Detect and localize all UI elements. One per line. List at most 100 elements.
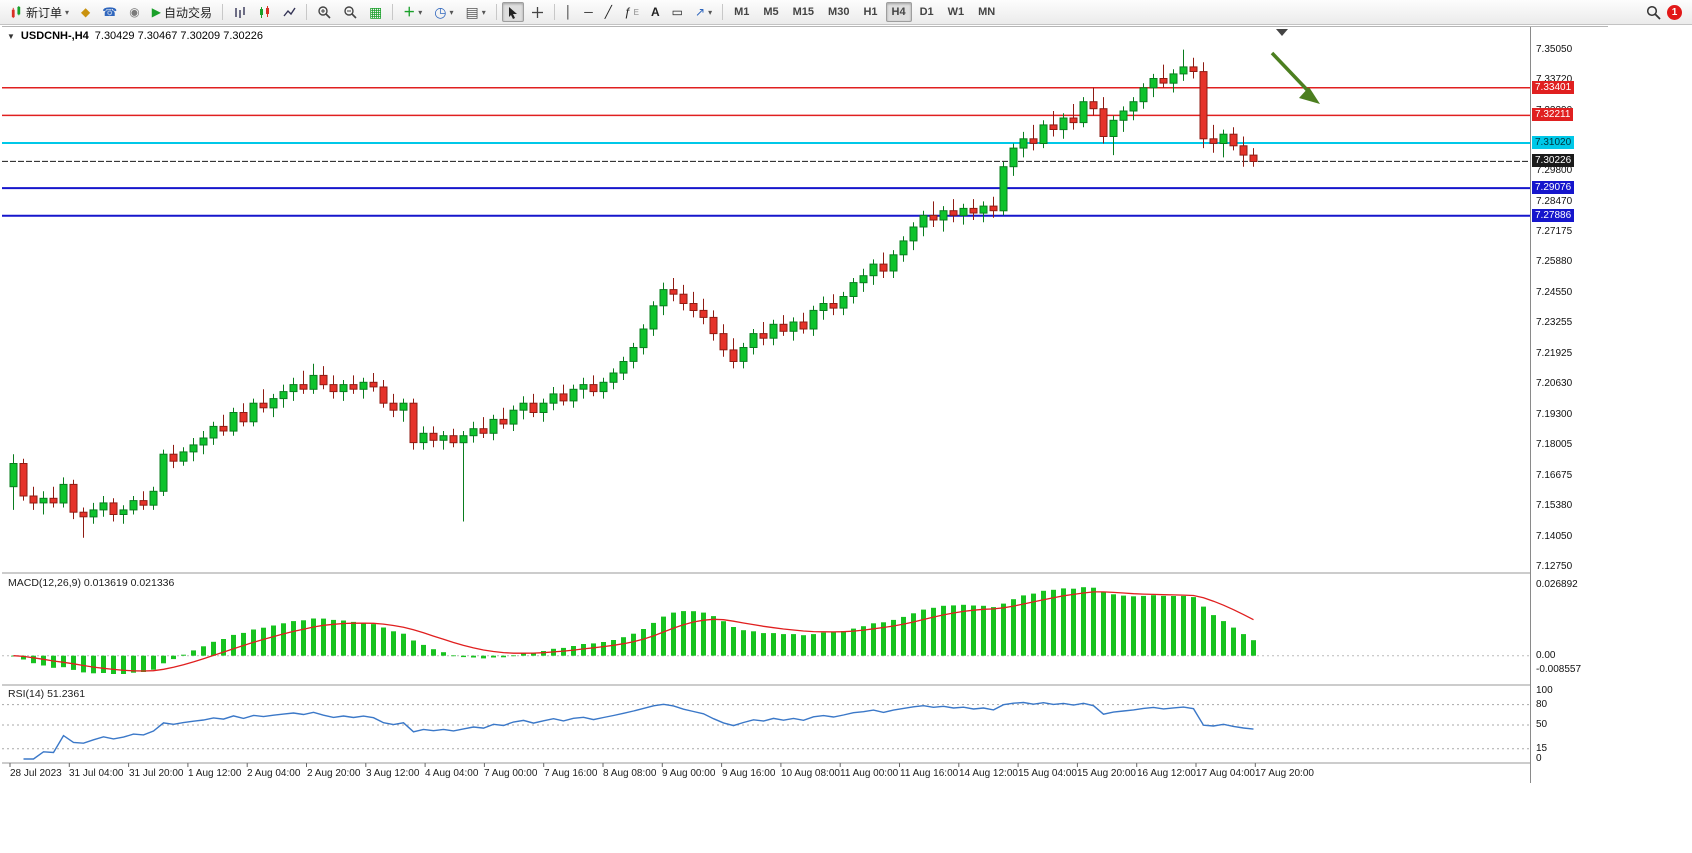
period-button[interactable]: ◷ ▾ xyxy=(429,2,458,22)
macd-bar xyxy=(511,655,516,657)
text-label-button[interactable]: ▭ xyxy=(667,2,688,22)
macd-bar xyxy=(171,655,176,660)
toolbar-separator xyxy=(553,4,555,20)
macd-bar xyxy=(681,611,686,656)
time-axis-label: 2 Aug 20:00 xyxy=(307,768,361,779)
trendline-icon: ╱ xyxy=(604,5,612,19)
macd-bar xyxy=(1241,634,1246,656)
time-axis-label: 10 Aug 08:00 xyxy=(781,768,840,779)
new-order-button[interactable]: 新订单 ▾ xyxy=(5,2,74,22)
macd-bar xyxy=(691,611,696,656)
trendline-button[interactable]: ╱ xyxy=(600,2,617,22)
timeframe-d1-button[interactable]: D1 xyxy=(914,2,940,22)
trend-arrow-annotation[interactable] xyxy=(1270,51,1320,104)
timeframe-m5-button[interactable]: M5 xyxy=(757,2,784,22)
time-axis-label: 31 Jul 20:00 xyxy=(129,768,184,779)
macd-bar xyxy=(821,632,826,656)
arrow-tools-button[interactable]: ↗ ▾ xyxy=(690,2,717,22)
metaeditor-button[interactable]: ◆ xyxy=(76,2,95,22)
price-axis-label: 7.29800 xyxy=(1536,165,1573,176)
add-indicator-button[interactable]: ＋ ▾ xyxy=(398,2,427,22)
macd-bar xyxy=(111,655,116,674)
cursor-button[interactable] xyxy=(501,2,524,22)
time-axis-label: 1 Aug 12:00 xyxy=(188,768,242,779)
timeframe-h1-button[interactable]: H1 xyxy=(857,2,883,22)
timeframe-mn-button[interactable]: MN xyxy=(972,2,1001,22)
time-axis-label: 16 Aug 12:00 xyxy=(1137,768,1196,779)
time-axis[interactable]: 28 Jul 2023 31 Jul 04:00 31 Jul 20:00 1 Aug… xyxy=(2,768,1530,783)
tile-windows-button[interactable]: ▦ xyxy=(364,2,387,22)
macd-bar xyxy=(921,609,926,656)
live-support-button[interactable]: ☎ xyxy=(97,2,122,22)
zoom-in-button[interactable] xyxy=(312,2,336,22)
community-icon: ◉ xyxy=(129,5,140,19)
macd-bar xyxy=(431,649,436,656)
notification-badge[interactable]: 1 xyxy=(1667,4,1682,20)
price-badge-7.27886: 7.27886 xyxy=(1532,209,1575,222)
timeframe-m30-button[interactable]: M30 xyxy=(822,2,855,22)
one-click-trading-toggle[interactable]: ▼ xyxy=(7,31,15,41)
timeframe-m1-button[interactable]: M1 xyxy=(728,2,755,22)
toolbar-separator xyxy=(305,4,307,20)
rsi-axis-label: 50 xyxy=(1536,719,1548,730)
macd-bar xyxy=(1111,594,1116,656)
macd-axis-min-label: -0.008557 xyxy=(1536,664,1582,675)
macd-bar xyxy=(1131,596,1136,656)
macd-axis-zero-label: 0.00 xyxy=(1536,650,1556,661)
macd-bar xyxy=(1251,640,1256,656)
time-axis-label: 7 Aug 16:00 xyxy=(544,768,598,779)
timeframe-w1-button[interactable]: W1 xyxy=(942,2,971,22)
macd-bar xyxy=(961,604,966,656)
chart-area[interactable]: ▼ USDCNH-,H4 7.30429 7.30467 7.30209 7.3… xyxy=(2,26,1608,786)
macd-bar xyxy=(651,622,656,656)
price-axis-label: 7.16675 xyxy=(1536,470,1573,481)
macd-bar xyxy=(201,646,206,656)
horizontal-line-button[interactable]: ─ xyxy=(579,2,598,22)
macd-bar xyxy=(241,632,246,656)
zoom-out-button[interactable] xyxy=(338,2,362,22)
vertical-line-button[interactable]: │ xyxy=(560,2,578,22)
toolbar-separator xyxy=(722,4,724,20)
macd-bar xyxy=(31,655,36,664)
macd-bar xyxy=(1191,597,1196,656)
current-price-badge: 7.30226 xyxy=(1532,154,1575,167)
chart-canvas[interactable] xyxy=(2,27,1530,783)
macd-bar xyxy=(211,641,216,656)
macd-bar xyxy=(871,623,876,656)
macd-bar xyxy=(371,624,376,656)
text-label-icon: ▭ xyxy=(671,5,683,19)
macd-bar xyxy=(731,627,736,656)
macd-bar xyxy=(421,644,426,656)
macd-bar xyxy=(41,655,46,666)
macd-bar xyxy=(361,622,366,656)
support-icon: ☎ xyxy=(102,5,118,19)
rsi-axis-label: 0 xyxy=(1536,753,1542,764)
line-chart-button[interactable] xyxy=(278,2,301,22)
macd-bar xyxy=(801,635,806,656)
crosshair-button[interactable] xyxy=(526,2,549,22)
macd-bar xyxy=(491,655,496,658)
search-icon[interactable] xyxy=(1646,5,1661,20)
template-button[interactable]: ▤ ▾ xyxy=(460,2,490,22)
price-axis-label: 7.19300 xyxy=(1536,409,1573,420)
macd-axis-max-label: 0.026892 xyxy=(1536,579,1578,590)
price-axis-label: 7.28470 xyxy=(1536,196,1573,207)
timeframe-h4-button[interactable]: H4 xyxy=(885,2,912,22)
macd-bar xyxy=(771,633,776,656)
auto-trading-button[interactable]: ▶ 自动交易 xyxy=(147,2,217,22)
price-axis-label: 7.18005 xyxy=(1536,439,1573,450)
community-button[interactable]: ◉ xyxy=(124,2,144,22)
bar-chart-button[interactable] xyxy=(228,2,251,22)
text-button[interactable]: A xyxy=(646,2,665,22)
macd-bar xyxy=(671,612,676,656)
price-axis[interactable]: 7.350507.337207.323907.298007.284707.271… xyxy=(1530,27,1606,783)
candlestick-chart-button[interactable] xyxy=(253,2,276,22)
rsi-line xyxy=(23,701,1254,760)
price-axis-label: 7.12750 xyxy=(1536,561,1573,572)
timeframe-m15-button[interactable]: M15 xyxy=(787,2,820,22)
toolbar-right-group: 1 xyxy=(1646,4,1688,20)
chart-shift-marker[interactable] xyxy=(1276,29,1288,36)
macd-bar xyxy=(71,655,76,670)
macd-bar xyxy=(1171,596,1176,656)
